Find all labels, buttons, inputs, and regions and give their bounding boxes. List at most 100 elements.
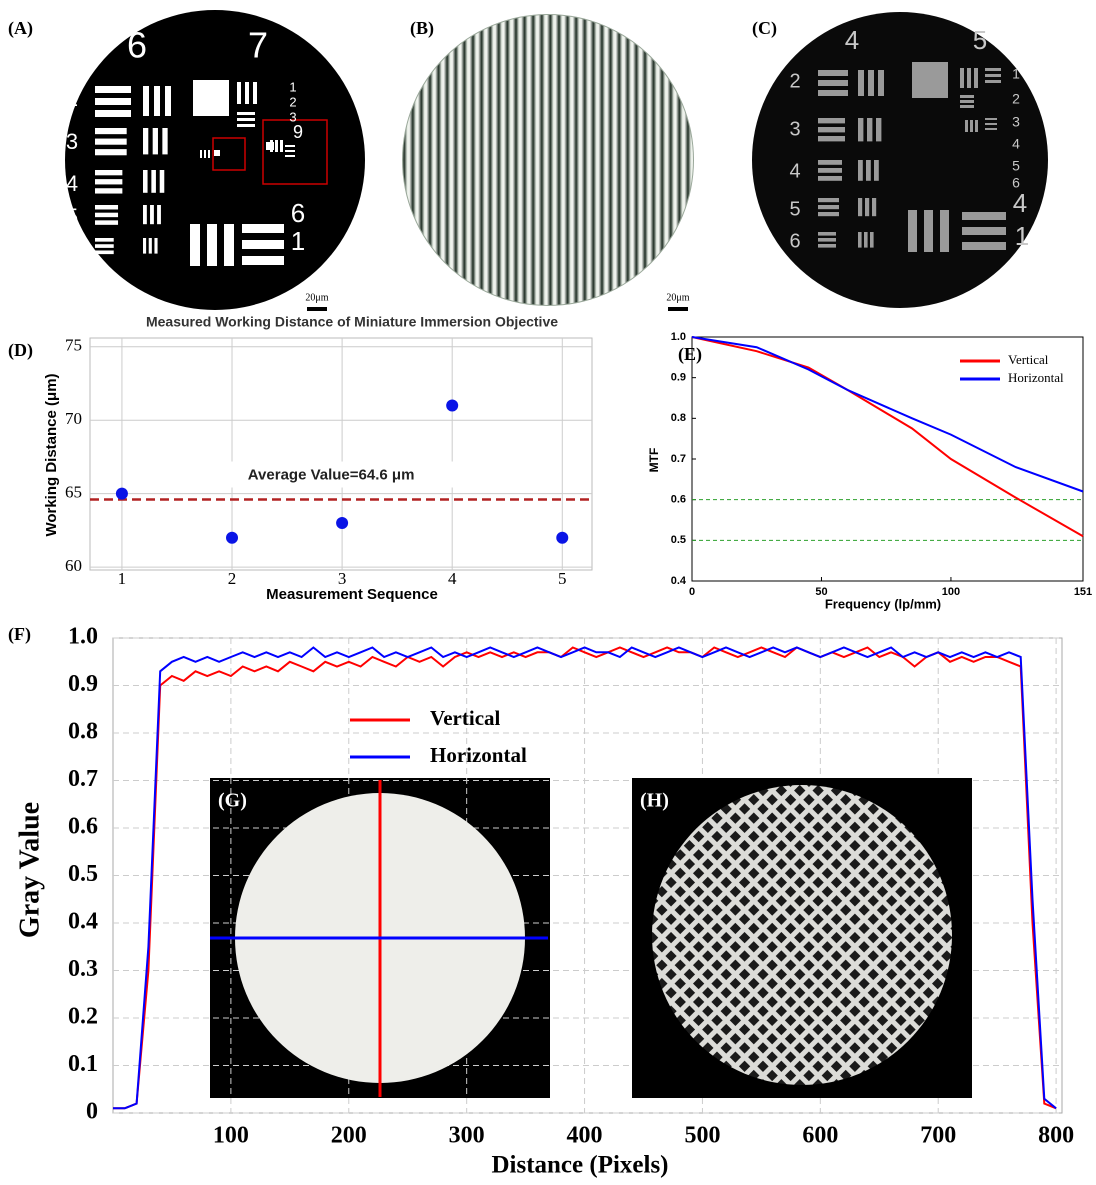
target-square [193,80,229,116]
scale-label: 20μm [666,292,689,303]
target-number: 2 [66,86,78,111]
target-bar [985,80,1001,83]
target-bar [818,160,842,165]
target-bar [237,118,255,121]
y-tick-label: 65 [65,483,82,502]
target-bar [95,98,131,105]
target-number: 6 [127,25,147,66]
y-tick-label: 0 [86,1099,98,1125]
y-tick-label: 0.8 [671,412,686,424]
target-bar [285,155,295,157]
target-bar [153,128,158,154]
figure: 6723456123961452345612345641(A)(B)(C)20μ… [0,0,1096,1185]
target-bar [253,82,257,104]
y-tick-label: 0.5 [671,534,686,546]
target-bar [818,238,836,242]
point [226,532,238,544]
target-bar [818,198,839,202]
target-bar [818,118,845,123]
y-tick-label: 0.2 [68,1004,98,1030]
x-tick-label: 2 [228,569,237,588]
x-tick-label: 4 [448,569,457,588]
target-bar [149,238,152,254]
y-tick-label: 0.7 [68,766,98,792]
target-bar [975,120,978,132]
x-tick-label: 0 [689,586,695,598]
target-bar [154,86,160,116]
point [446,400,458,412]
point [336,517,348,529]
x-tick-label: 400 [567,1123,603,1149]
chart-title: Measured Working Distance of Miniature I… [146,314,558,330]
target-bar [876,118,881,141]
x-tick-label: 200 [331,1123,367,1149]
target-number: 3 [66,129,78,154]
x-tick-label: 151 [1074,586,1092,598]
target-number: 3 [1012,114,1020,130]
target-number: 4 [66,171,78,196]
target-bar [143,238,146,254]
y-tick-label: 1.0 [671,331,686,343]
target-bar [95,170,122,175]
target-bar [962,242,1006,250]
y-axis-label: Working Distance (μm) [43,373,60,536]
target-bar [818,90,848,96]
target-bar [237,124,255,127]
legend-label: Vertical [1008,352,1049,367]
target-bar [285,150,295,152]
target-number: 6 [789,230,800,252]
target-bar [95,220,118,224]
scale-bar [307,307,327,311]
target-bar [985,128,997,130]
target-bar [940,210,949,252]
inset-label: (G) [218,790,247,812]
target-bar [242,240,284,249]
target-number: 9 [293,122,303,142]
target-bar [985,123,997,125]
y-tick-label: 0.9 [671,372,686,384]
target-bar [818,244,836,248]
target-bar [95,139,127,145]
target-bar [868,70,874,96]
target-bar [200,150,202,158]
point [116,488,128,500]
y-tick-label: 0.1 [68,1051,98,1077]
target-bar [818,127,845,132]
target-bar [960,68,964,88]
y-tick-label: 70 [65,409,82,428]
y-tick-label: 75 [65,336,82,355]
target-bar [160,170,165,193]
scale-label: 20μm [305,292,328,303]
target-bar [95,238,114,242]
x-tick-label: 5 [558,569,567,588]
plot-frame [90,338,592,570]
target-number: 4 [1013,188,1027,218]
target-bar [95,205,118,209]
target-bar [280,140,283,152]
y-tick-label: 60 [65,556,82,575]
target-bar [970,120,973,132]
x-tick-label: 800 [1038,1123,1074,1149]
x-axis-label: Measurement Sequence [266,586,438,603]
y-tick-label: 0.3 [68,956,98,982]
y-axis-label: MTF [647,448,661,473]
target-bar [960,95,974,98]
target-bar [143,205,147,224]
target-bar [275,140,278,152]
target-bar [965,120,968,132]
target-bar [818,136,845,141]
panel-label: (D) [8,340,33,361]
target-number: 7 [248,25,268,66]
target-bar [818,70,848,76]
target-number: 3 [789,118,800,140]
target-bar [872,198,876,216]
x-tick-label: 100 [942,586,960,598]
target-bar [95,188,122,193]
target-number: 1 [1015,221,1029,251]
target-number: 1 [289,79,296,94]
target-bar [960,105,974,108]
target-bar [865,198,869,216]
panel-label: (B) [410,18,434,39]
target-bar [985,68,1001,71]
target-bar [285,145,295,147]
